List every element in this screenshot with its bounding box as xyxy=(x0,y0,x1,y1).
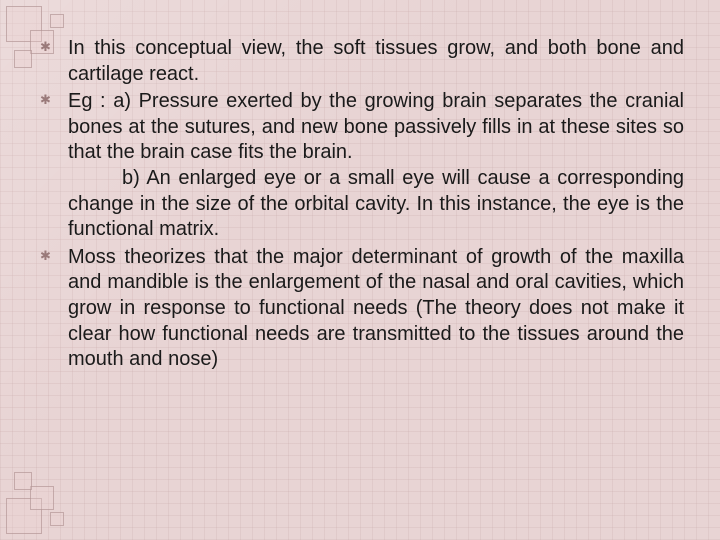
bullet-subline: b) An enlarged eye or a small eye will c… xyxy=(68,166,684,243)
bullet-text: Moss theorizes that the major determinan… xyxy=(68,246,684,370)
bullet-text: Pressure exerted by the growing brain se… xyxy=(68,90,684,163)
bullet-item: In this conceptual view, the soft tissue… xyxy=(36,36,684,87)
bullet-item: Moss theorizes that the major determinan… xyxy=(36,245,684,373)
bullet-text: In this conceptual view, the soft tissue… xyxy=(68,37,684,85)
bullet-list: In this conceptual view, the soft tissue… xyxy=(36,36,684,373)
slide-content: In this conceptual view, the soft tissue… xyxy=(36,36,684,504)
bullet-lead: Eg : a) xyxy=(68,90,139,112)
bullet-text: An enlarged eye or a small eye will caus… xyxy=(68,167,684,240)
bullet-item: Eg : a) Pressure exerted by the growing … xyxy=(36,89,684,243)
bullet-sub-lead: b) xyxy=(122,167,146,189)
